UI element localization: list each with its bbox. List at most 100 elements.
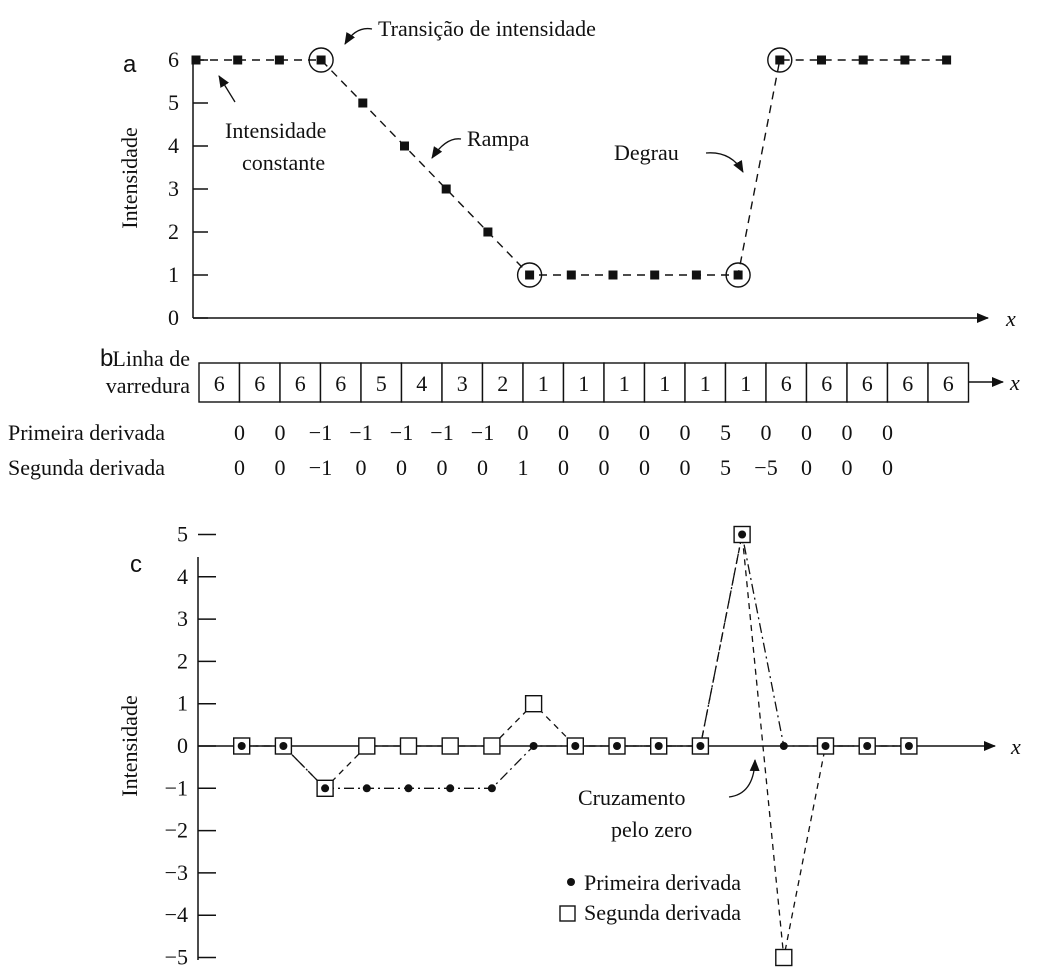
annotation-constant-line2: constante	[242, 150, 325, 175]
scan-line-cell	[360, 362, 403, 403]
panel-a-point	[942, 55, 952, 65]
panel-a-point	[191, 55, 201, 65]
legend: Primeira derivada Segunda derivada	[559, 870, 741, 925]
panel-a-point	[358, 98, 368, 108]
annotation-ramp-arrow	[431, 138, 462, 159]
scan-line-cell	[522, 362, 565, 403]
panel-a-point-circle	[767, 47, 793, 73]
legend-first-label: Primeira derivada	[584, 870, 741, 895]
first-derivative-row-label: Primeira derivada	[8, 420, 165, 445]
panel-a-point	[733, 270, 743, 280]
scan-line-cell-value: 1	[619, 371, 630, 396]
second-derivative-point	[358, 737, 376, 755]
panel-a-point	[858, 55, 868, 65]
panel-a-x-axis-label: x	[1005, 306, 1016, 331]
first-derivative-point	[613, 742, 621, 750]
panel-a-point	[566, 270, 576, 280]
second-derivative-row: 0 0 −1 0 0 0 0 1 0 0 0 0 5 −5 0 0 0	[234, 455, 893, 480]
panel-a-letter: a	[123, 51, 137, 78]
panel-a-point	[441, 184, 451, 194]
panel-a-y-tick-label: 0	[168, 305, 179, 330]
first-derivative-value: 0	[801, 420, 812, 445]
panel-c-y-tick-label: 5	[177, 522, 188, 547]
first-derivative-point	[738, 530, 747, 539]
scan-line-cell	[319, 362, 362, 403]
legend-second-label: Segunda derivada	[584, 900, 741, 925]
panel-a-point	[233, 55, 243, 65]
scan-line-cell-value: 1	[700, 371, 711, 396]
panel-a-point-circle	[725, 262, 751, 288]
first-derivative-value: 0	[842, 420, 853, 445]
first-derivative-point	[237, 742, 246, 750]
second-derivative-value: 0	[234, 455, 245, 480]
panel-a-y-tick-label: 6	[168, 47, 179, 72]
second-derivative-point	[524, 695, 543, 713]
second-derivative-value: 0	[639, 455, 650, 480]
panel-c-y-tick-label: 3	[177, 606, 188, 631]
panel-a-point	[525, 270, 535, 280]
scan-line-cell-value: 6	[862, 371, 873, 396]
first-derivative-point	[779, 742, 788, 750]
scan-line-cell-value: 6	[781, 371, 792, 396]
second-derivative-value: 0	[396, 455, 407, 480]
scan-line-cell-value: 5	[376, 371, 387, 396]
first-derivative-point	[904, 742, 913, 750]
panel-c-y-tick-label: 0	[177, 733, 188, 758]
scan-line-cell-value: 4	[416, 371, 427, 396]
second-derivative-value: 0	[275, 455, 286, 480]
panel-a-y-axis-label: Intensidade	[117, 127, 142, 228]
panel-a-y-tick-label: 3	[168, 176, 179, 201]
first-derivative-value: 0	[761, 420, 772, 445]
scan-line-cell	[279, 362, 322, 403]
panel-c-y-tick-label: −1	[165, 775, 188, 800]
scan-line-x-label: x	[1009, 370, 1020, 395]
scan-line-cell-value: 2	[497, 371, 508, 396]
annotation-zero-cross-line1: Cruzamento	[578, 785, 686, 810]
panel-c-chart: c Intensidade x −5 −4 −3 −2 −1 0 1 2 3 4 5 Cruzame…	[117, 522, 1021, 970]
panel-c-y-ticks: −5 −4 −3 −2 −1 0 1 2 3 4 5	[165, 522, 216, 970]
scan-line-cell	[562, 362, 605, 403]
panel-b-letter: b	[100, 345, 113, 372]
first-derivative-value: 0	[639, 420, 650, 445]
panel-a-point	[817, 55, 826, 65]
scan-line-cell-value: 1	[659, 371, 670, 396]
scan-line-cell	[765, 362, 808, 403]
second-derivative-value: 0	[882, 455, 893, 480]
second-derivative-value: 0	[680, 455, 691, 480]
panel-c-y-tick-label: −3	[165, 860, 188, 885]
annotation-step-arrow	[705, 152, 744, 173]
scan-line-cell	[724, 362, 767, 403]
scan-line-cell-value: 6	[943, 371, 954, 396]
annotation-step: Degrau	[614, 140, 679, 165]
panel-a-point-circle	[516, 262, 543, 288]
first-derivative-points	[237, 530, 913, 793]
second-derivative-value: 1	[518, 455, 529, 480]
second-derivative-value: 0	[599, 455, 610, 480]
annotation-transition-arrow	[344, 27, 373, 45]
scan-line-cell-value: 6	[254, 371, 265, 396]
first-derivative-value: −1	[390, 420, 413, 445]
first-derivative-point	[404, 784, 413, 793]
second-derivative-point	[399, 737, 418, 755]
scan-line-label-line2: varredura	[106, 373, 191, 398]
second-derivative-point	[441, 737, 459, 755]
annotation-transition: Transição de intensidade	[378, 16, 596, 41]
scan-line-cell	[603, 362, 646, 403]
panel-a-point	[900, 55, 910, 65]
panel-c-y-tick-label: −4	[165, 902, 188, 927]
first-derivative-value: 0	[882, 420, 893, 445]
annotation-constant-line1: Intensidade	[225, 118, 326, 143]
legend-second-marker	[559, 905, 576, 922]
first-derivative-value: 0	[599, 420, 610, 445]
second-derivative-value: 0	[437, 455, 448, 480]
scan-line-cell-value: 1	[578, 371, 589, 396]
panel-a-point	[775, 55, 785, 65]
second-derivative-value: 0	[356, 455, 367, 480]
panel-a-point	[483, 227, 493, 237]
scan-line-cell-value: 3	[457, 371, 468, 396]
panel-a-point	[400, 141, 409, 151]
annotation-ramp: Rampa	[467, 126, 530, 151]
scan-line-cells: 6 6 6 6 5 4 3 2 1 1 1 1 1 1 6 6 6 6 6	[198, 362, 970, 403]
scan-line-cell	[481, 362, 524, 403]
